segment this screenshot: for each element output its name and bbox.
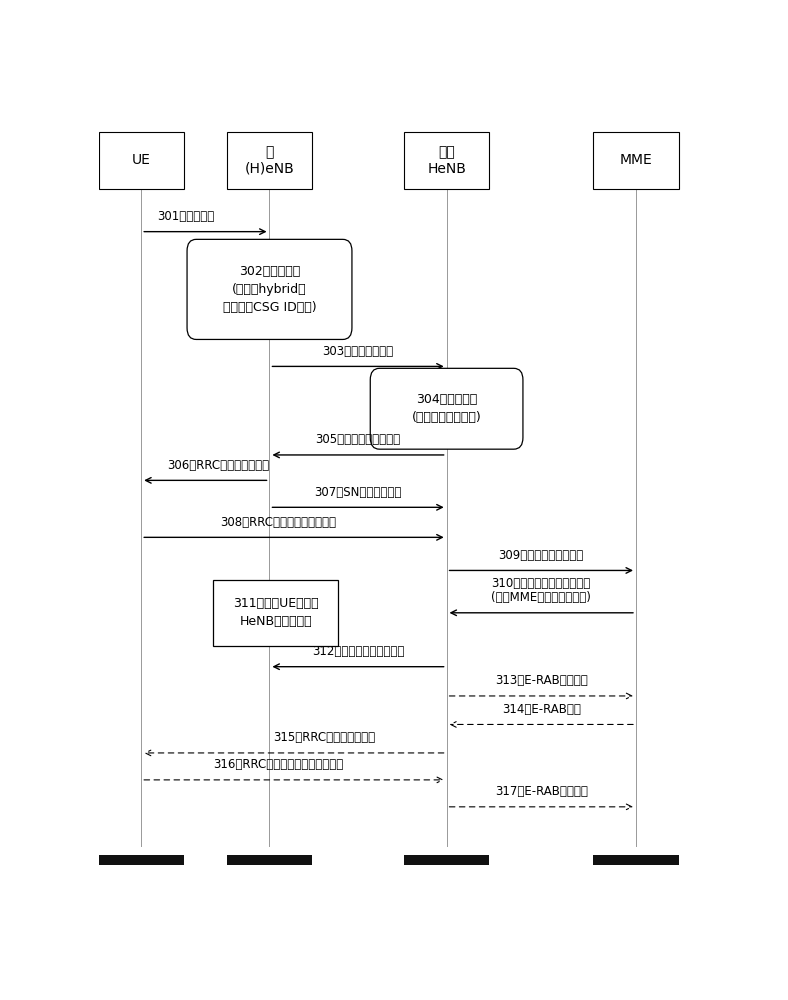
FancyBboxPatch shape: [403, 132, 489, 189]
Bar: [593, 855, 678, 865]
Text: 307：SN状态转移消息: 307：SN状态转移消息: [314, 486, 402, 499]
Text: 314：E-RAB建立: 314：E-RAB建立: [502, 703, 581, 716]
Bar: [98, 855, 184, 865]
Bar: [403, 855, 489, 865]
Text: 302：切换判决
(目标为hybrid，
源和目标CSG ID不同): 302：切换判决 (目标为hybrid， 源和目标CSG ID不同): [223, 265, 316, 314]
Bar: [227, 855, 312, 865]
FancyBboxPatch shape: [98, 132, 184, 189]
Text: 313：E-RAB建立指示: 313：E-RAB建立指示: [495, 674, 588, 687]
FancyBboxPatch shape: [213, 580, 338, 646]
Text: (指示MME判断的成员状态): (指示MME判断的成员状态): [492, 591, 591, 604]
Text: 304：接纳控制
(基于默认成员状态): 304：接纳控制 (基于默认成员状态): [411, 393, 481, 424]
Text: 303：切换请求消息: 303：切换请求消息: [322, 345, 394, 358]
Text: MME: MME: [619, 153, 652, 167]
Text: 316：RRC连接重配置消息完成消息: 316：RRC连接重配置消息完成消息: [214, 758, 344, 771]
Text: 306：RRC连接重配置消息: 306：RRC连接重配置消息: [167, 459, 269, 472]
Text: 312：用户上下文释放消息: 312：用户上下文释放消息: [312, 645, 404, 658]
FancyBboxPatch shape: [593, 132, 678, 189]
Text: 315：RRC连接重配置消息: 315：RRC连接重配置消息: [273, 731, 376, 744]
FancyBboxPatch shape: [370, 368, 523, 449]
Text: 310：路径转移请求确认消息: 310：路径转移请求确认消息: [492, 577, 591, 590]
Text: 源
(H)eNB: 源 (H)eNB: [244, 145, 295, 176]
Text: 目标
HeNB: 目标 HeNB: [427, 145, 466, 176]
FancyBboxPatch shape: [187, 239, 352, 339]
Text: UE: UE: [132, 153, 151, 167]
Text: 309：路径转移请求消息: 309：路径转移请求消息: [499, 549, 584, 562]
FancyBboxPatch shape: [227, 132, 312, 189]
Text: 308：RRC连接重配置完成消息: 308：RRC连接重配置完成消息: [221, 516, 336, 529]
Text: 301：测量报告: 301：测量报告: [158, 210, 215, 223]
Text: 311：获取UE在目标
HeNB的成员状态: 311：获取UE在目标 HeNB的成员状态: [232, 597, 318, 628]
Text: 317：E-RAB建立响应: 317：E-RAB建立响应: [495, 785, 588, 798]
Text: 305：切换请求确认消息: 305：切换请求确认消息: [315, 433, 400, 446]
